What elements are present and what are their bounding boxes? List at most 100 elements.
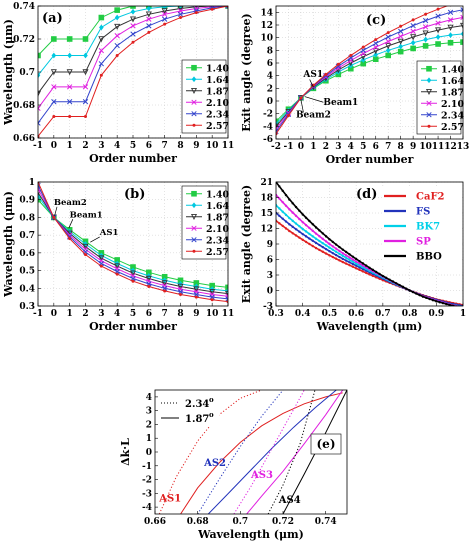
x-tick-label: 13 — [457, 142, 470, 152]
data-point-2.34 — [460, 7, 463, 13]
data-point-FS — [334, 253, 338, 257]
data-point-1.40 — [435, 41, 441, 47]
data-point-1.40 — [397, 48, 404, 55]
data-point-FS — [304, 235, 308, 238]
legend-marker — [425, 89, 433, 96]
legend-superscript: o — [209, 395, 214, 404]
data-point-CaF2 — [364, 271, 368, 275]
y-tick-label: 0 — [267, 97, 273, 107]
data-point-CaF2 — [368, 273, 371, 276]
data-point-2.57 — [99, 73, 103, 77]
y-tick-label: 21 — [260, 178, 273, 188]
data-point-BBO — [318, 229, 321, 232]
data-point-1.87 — [129, 270, 137, 277]
data-point-1.87 — [447, 24, 454, 31]
data-point-1.40 — [98, 14, 105, 21]
data-point-1.87 — [114, 23, 121, 30]
y-tick-label: 0.72 — [13, 35, 35, 45]
data-point-2.57 — [179, 292, 182, 296]
legend-label: 2.34 — [206, 109, 230, 120]
data-point-BBO — [311, 223, 314, 226]
data-point-CaF2 — [288, 229, 291, 233]
data-point-2.57 — [194, 11, 198, 15]
x-axis-label: Wavelength (μm) — [197, 528, 304, 541]
data-point-SP — [314, 232, 318, 235]
data-point-2.57 — [424, 12, 428, 16]
data-point-CaF2 — [308, 242, 311, 246]
legend-label: 2.10 — [206, 224, 230, 235]
x-tick-label: -1 — [33, 309, 43, 319]
data-point-1.64 — [99, 24, 104, 31]
legend-superscript: o — [209, 410, 214, 419]
data-point-BBO — [288, 198, 291, 201]
data-point-2.57 — [411, 18, 415, 22]
data-point-2.57 — [131, 40, 135, 44]
legend-marker — [426, 77, 432, 84]
data-point-SP — [328, 242, 331, 246]
data-point-BK7 — [288, 216, 291, 220]
legend-label: 2.34 — [185, 399, 209, 410]
data-point-BBO — [371, 268, 375, 272]
data-point-CaF2 — [281, 224, 284, 228]
plot-area — [276, 0, 465, 136]
data-point-2.10 — [162, 11, 168, 17]
data-point-2.57 — [163, 289, 167, 293]
y-tick-label: 6 — [267, 256, 273, 266]
x-tick-label: 0.66 — [144, 517, 166, 527]
data-point-BBO — [395, 282, 398, 285]
plot-frame — [275, 5, 464, 140]
x-tick-label: 1 — [67, 141, 73, 151]
data-point-BBO — [338, 245, 341, 249]
legend-label: SP — [416, 237, 431, 248]
data-point-CaF2 — [314, 246, 318, 250]
data-point-1.87 — [209, 289, 216, 296]
legend-label: 1.64 — [206, 201, 230, 212]
data-point-1.64 — [130, 8, 136, 15]
y-tick-label: 12 — [260, 225, 273, 235]
annotation-arrow — [54, 206, 58, 216]
panel-label-box — [310, 433, 342, 455]
annotation-arrow — [300, 99, 304, 113]
annotation-arrow — [90, 236, 100, 243]
data-point-2.57 — [286, 114, 290, 118]
x-tick-label: 2 — [323, 142, 329, 152]
data-point-1.87 — [38, 90, 42, 97]
data-point-2.57 — [84, 115, 87, 119]
data-point-2.57 — [179, 16, 182, 20]
data-point-CaF2 — [321, 250, 324, 253]
data-point-1.40 — [82, 36, 89, 42]
data-point-SP — [358, 262, 361, 265]
legend-label: 1.64 — [441, 76, 465, 87]
data-point-1.87 — [50, 69, 57, 76]
data-point-2.34 — [209, 294, 215, 300]
data-point-2.57 — [194, 295, 198, 299]
data-point-FS — [321, 245, 324, 249]
data-point-1.64 — [146, 6, 152, 12]
legend-label: 2.57 — [441, 122, 464, 133]
panel-label: (e) — [317, 437, 336, 451]
annotation-as3: AS3 — [250, 470, 273, 481]
panel-label: (a) — [42, 11, 63, 26]
data-point-2.57 — [68, 115, 72, 119]
data-point-2.57 — [436, 7, 440, 11]
legend-label: CaF2 — [416, 192, 445, 203]
data-point-FS — [348, 261, 351, 264]
data-point-1.64 — [385, 47, 391, 54]
data-point-1.64 — [178, 6, 183, 9]
data-point-2.34 — [162, 16, 168, 22]
data-point-BBO — [388, 278, 391, 281]
data-point-1.87 — [372, 48, 379, 55]
y-tick-label: 0.6 — [19, 249, 35, 259]
data-point-SP — [308, 226, 311, 230]
data-point-2.57 — [462, 0, 465, 3]
series-line-AS4 — [267, 390, 316, 514]
x-tick-label: 5 — [360, 142, 366, 152]
data-point-BBO — [448, 303, 451, 306]
data-point-SP — [344, 254, 348, 257]
data-point-CaF2 — [338, 259, 341, 262]
data-point-1.87 — [397, 38, 404, 45]
legend-marker — [191, 64, 197, 71]
data-point-BBO — [324, 235, 328, 238]
data-point-1.87 — [435, 27, 442, 34]
data-point-1.87 — [145, 11, 152, 18]
